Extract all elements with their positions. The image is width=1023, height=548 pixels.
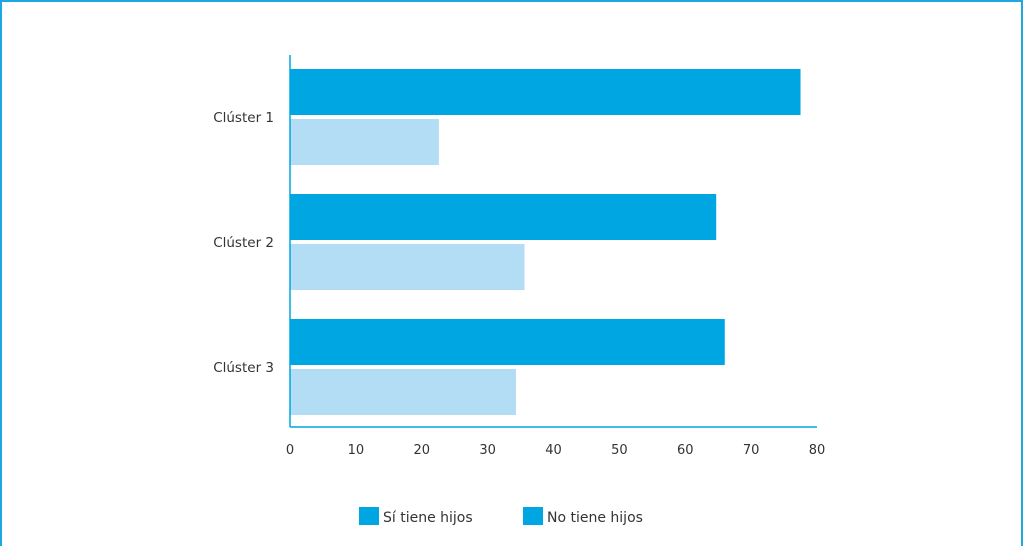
x-tick-label: 30 [479,443,496,458]
legend: Sí tiene hijos No tiene hijos [359,507,643,526]
x-tick-label: 60 [677,443,694,458]
x-tick-label: 10 [348,443,365,458]
category-label: Clúster 1 [213,110,274,126]
x-tick-labels: 0 10 20 30 40 50 60 70 80 [286,443,825,458]
bar-3-series-1 [290,319,725,365]
legend-label: No tiene hijos [547,510,643,526]
x-tick-label: 80 [809,443,826,458]
legend-label: Sí tiene hijos [383,510,473,526]
axes-group [289,55,817,428]
bar-3-series-2 [290,369,516,415]
x-tick-label: 50 [611,443,628,458]
bar-2-series-1 [290,194,717,240]
x-tick-label: 0 [286,443,294,458]
bar-2-series-2 [290,244,525,290]
bar-1-series-2 [290,119,439,165]
category-label: Clúster 2 [213,235,274,251]
category-label: Clúster 3 [213,360,274,376]
x-tick-label: 40 [545,443,562,458]
category-labels: Clúster 1 Clúster 2 Clúster 3 [213,110,274,376]
legend-swatch [359,507,379,525]
legend-swatch [523,507,543,525]
x-tick-label: 20 [413,443,430,458]
x-tick-label: 70 [743,443,760,458]
bars-group [290,69,801,415]
bar-1-series-1 [290,69,801,115]
